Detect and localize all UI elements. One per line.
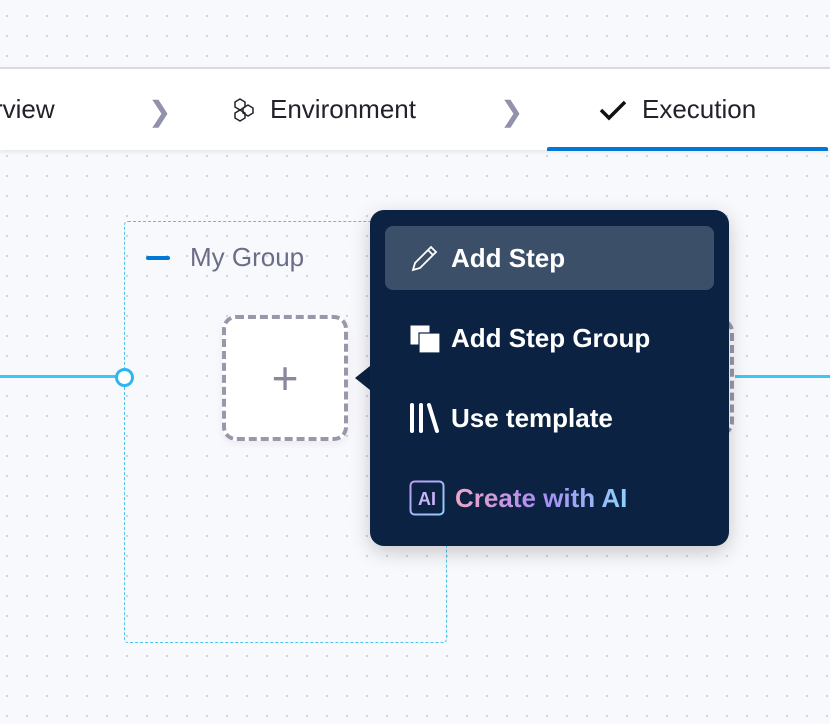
tab-environment[interactable]: Environment	[232, 69, 416, 150]
pencil-icon	[411, 245, 438, 272]
check-icon	[599, 100, 627, 120]
menu-item-label: Create with AI	[455, 482, 628, 513]
active-tab-indicator	[547, 147, 828, 151]
tab-execution[interactable]: Execution	[598, 69, 756, 150]
collapse-icon[interactable]	[146, 255, 170, 260]
menu-item-label: Use template	[451, 402, 613, 433]
add-step-node[interactable]: +	[222, 315, 348, 441]
menu-item-label: Add Step Group	[451, 322, 651, 353]
group-header[interactable]: My Group	[146, 242, 304, 273]
connector-port[interactable]	[115, 368, 134, 387]
group-title: My Group	[190, 242, 305, 272]
menu-item-create-with-ai[interactable]: AI Create with AI	[385, 466, 714, 530]
template-icon	[410, 403, 439, 433]
ai-icon: AI	[409, 480, 445, 516]
menu-item-add-step-group[interactable]: Add Step Group	[385, 306, 714, 370]
chevron-right-icon: ❯	[148, 96, 172, 127]
pipeline-stepper: rview ❯ Environment ❯ Execution	[0, 67, 830, 151]
menu-item-add-step[interactable]: Add Step	[385, 226, 714, 290]
tab-label: Environment	[270, 94, 416, 124]
menu-item-use-template[interactable]: Use template	[385, 386, 714, 450]
add-step-menu: Add Step Add Step Group Use template AI …	[370, 210, 729, 546]
plus-icon: +	[271, 352, 299, 404]
tab-label: rview	[0, 94, 55, 124]
tab-label: Execution	[642, 94, 757, 124]
connector-line	[735, 375, 830, 378]
hexagons-icon	[234, 97, 254, 122]
tab-overview[interactable]: rview	[0, 69, 55, 150]
chevron-right-icon: ❯	[500, 96, 524, 127]
stacked-squares-icon	[409, 324, 441, 354]
menu-item-label: Add Step	[451, 242, 566, 273]
menu-pointer	[355, 366, 370, 390]
connector-line	[0, 375, 118, 378]
svg-text:AI: AI	[418, 489, 436, 509]
